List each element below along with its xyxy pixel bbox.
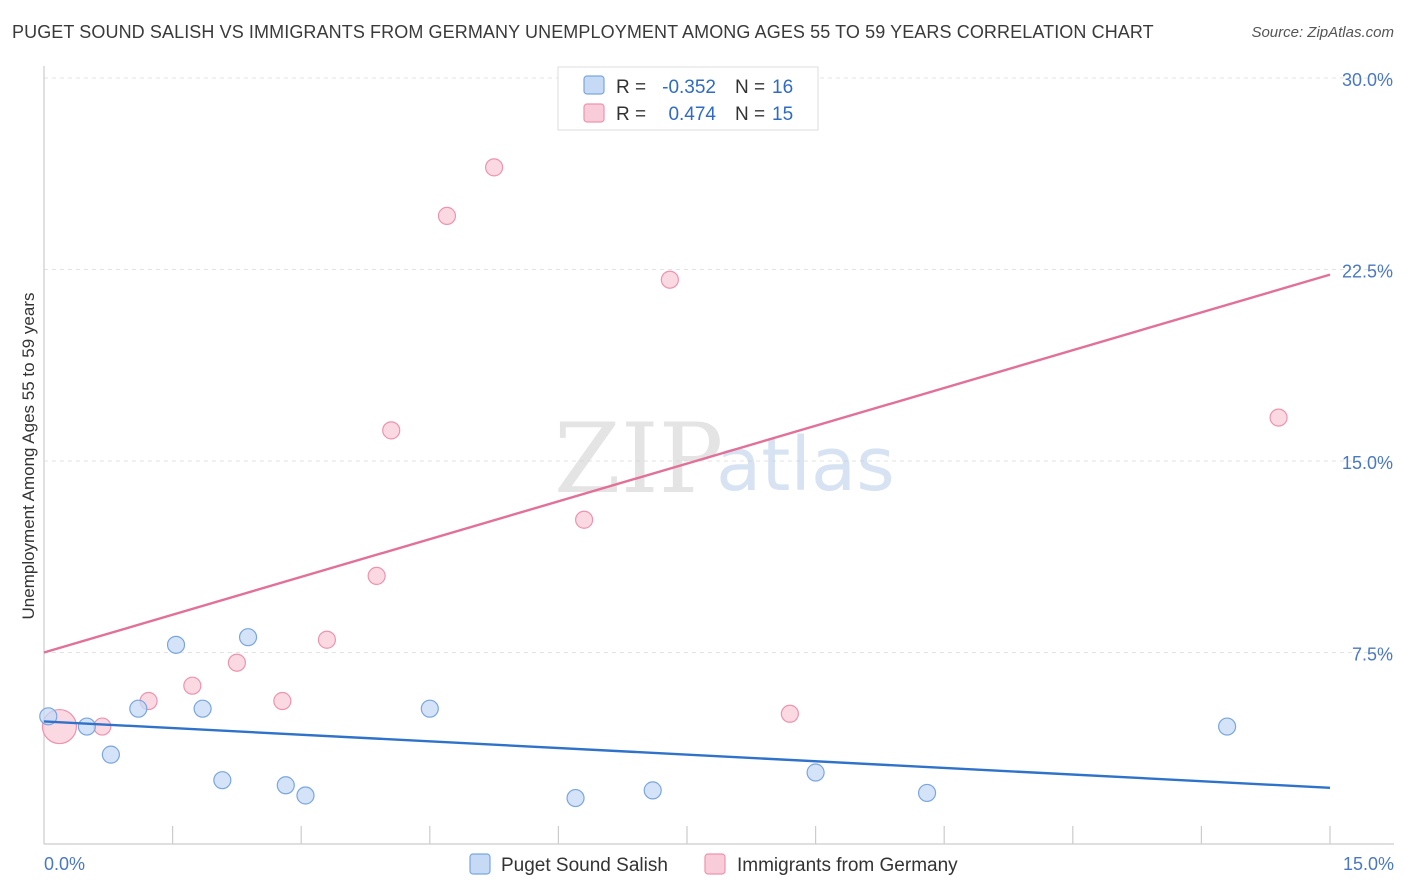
salish-point	[276, 776, 295, 795]
watermark-zip: ZIP	[554, 403, 723, 515]
legend-r-label-salish: R =	[616, 77, 646, 98]
germany-point	[575, 510, 594, 529]
x-tick-marks	[172, 826, 1331, 844]
x-tick-label-max: 15.0%	[1343, 854, 1394, 874]
y-gridlines	[44, 77, 1394, 653]
germany-point	[183, 676, 202, 695]
salish-point	[566, 788, 585, 808]
chart-title: PUGET SOUND SALISH VS IMMIGRANTS FROM GE…	[12, 22, 1154, 42]
salish-point	[77, 717, 96, 736]
legend-swatch-salish	[583, 75, 605, 95]
salish-point	[238, 628, 258, 647]
watermark-atlas: atlas	[716, 422, 895, 508]
salish-point	[643, 781, 662, 800]
series-legend-label-germany: Immigrants from Germany	[737, 855, 958, 876]
germany-trend-line	[43, 273, 1331, 654]
legend-r-label-germany: R =	[616, 104, 646, 125]
germany-point	[273, 691, 292, 711]
salish-point	[806, 763, 825, 782]
series-legend: Puget Sound Salish Immigrants from Germa…	[469, 853, 958, 876]
salish-point	[296, 786, 315, 805]
legend-swatch-germany	[583, 103, 605, 123]
germany-point	[437, 206, 457, 225]
germany-point	[93, 717, 112, 736]
series-legend-label-salish: Puget Sound Salish	[501, 855, 668, 876]
germany-point	[485, 158, 504, 177]
legend-r-value-germany: 0.474	[668, 104, 716, 125]
series-legend-swatch-germany	[704, 853, 726, 875]
germany-point	[382, 421, 401, 440]
correlation-legend: R = -0.352 N = 16 R = 0.474 N = 15	[557, 66, 819, 131]
legend-n-value-salish: 16	[772, 77, 793, 98]
germany-point	[780, 704, 799, 723]
salish-point	[101, 745, 120, 764]
salish-point	[917, 783, 937, 803]
salish-point	[39, 707, 58, 726]
chart-source: Source: ZipAtlas.com	[1251, 24, 1394, 41]
salish-point	[193, 699, 212, 718]
y-axis-title: Unemployment Among Ages 55 to 59 years	[19, 293, 38, 620]
germany-point	[317, 630, 337, 649]
salish-point	[213, 771, 232, 790]
salish-point	[166, 635, 186, 654]
germany-point	[227, 653, 246, 672]
legend-n-value-germany: 15	[772, 104, 793, 125]
y-tick-label: 7.5%	[1352, 645, 1393, 665]
legend-r-value-salish: -0.352	[662, 77, 716, 98]
y-tick-label: 22.5%	[1342, 262, 1393, 282]
y-tick-label: 30.0%	[1342, 70, 1393, 90]
germany-point	[660, 270, 679, 289]
y-tick-labels: 7.5% 15.0% 22.5% 30.0%	[1342, 70, 1393, 665]
salish-trend-line	[43, 720, 1331, 790]
salish-point	[129, 699, 148, 718]
x-tick-label-min: 0.0%	[44, 854, 85, 874]
germany-point	[367, 566, 386, 586]
series-legend-swatch-salish	[469, 853, 491, 875]
germany-point	[1269, 408, 1288, 427]
salish-series-points	[39, 628, 1237, 808]
salish-point	[1218, 717, 1237, 736]
y-tick-label: 15.0%	[1342, 453, 1393, 473]
legend-n-label-germany: N =	[735, 104, 765, 125]
salish-point	[420, 699, 439, 718]
legend-n-label-salish: N =	[735, 77, 765, 98]
